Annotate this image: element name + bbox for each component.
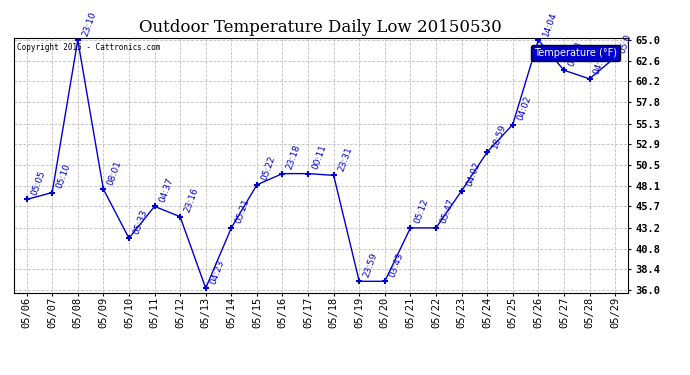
Text: 05:12: 05:12 <box>413 198 431 225</box>
Text: 04:37: 04:37 <box>157 176 175 204</box>
Text: 05:21: 05:21 <box>234 198 251 225</box>
Text: Copyright 2015 - Cattronics.com: Copyright 2015 - Cattronics.com <box>17 43 160 52</box>
Text: 23:10: 23:10 <box>81 10 98 37</box>
Text: 04:02: 04:02 <box>464 161 482 188</box>
Text: 05:05: 05:05 <box>30 169 47 196</box>
Text: 03:43: 03:43 <box>388 251 405 279</box>
Text: 05:33: 05:33 <box>132 208 149 236</box>
Text: 05:47: 05:47 <box>439 198 456 225</box>
Text: 06:13: 06:13 <box>566 40 584 68</box>
Text: 05:22: 05:22 <box>259 155 277 182</box>
Text: 23:18: 23:18 <box>285 144 302 171</box>
Text: 05:10: 05:10 <box>55 162 72 190</box>
Text: 04:23: 04:23 <box>208 258 226 285</box>
Text: 08:01: 08:01 <box>106 159 124 186</box>
Text: 14:04: 14:04 <box>541 10 558 37</box>
Text: 04:11: 04:11 <box>592 49 609 76</box>
Title: Outdoor Temperature Daily Low 20150530: Outdoor Temperature Daily Low 20150530 <box>139 19 502 36</box>
Text: 23:59: 23:59 <box>362 251 380 279</box>
Text: 05:0: 05:0 <box>618 33 633 54</box>
Text: 00:11: 00:11 <box>310 144 328 171</box>
Text: 23:31: 23:31 <box>337 145 354 172</box>
Text: 04:02: 04:02 <box>515 94 533 122</box>
Legend: Temperature (°F): Temperature (°F) <box>531 45 620 61</box>
Text: 23:16: 23:16 <box>183 187 200 214</box>
Text: 18:59: 18:59 <box>490 122 507 149</box>
